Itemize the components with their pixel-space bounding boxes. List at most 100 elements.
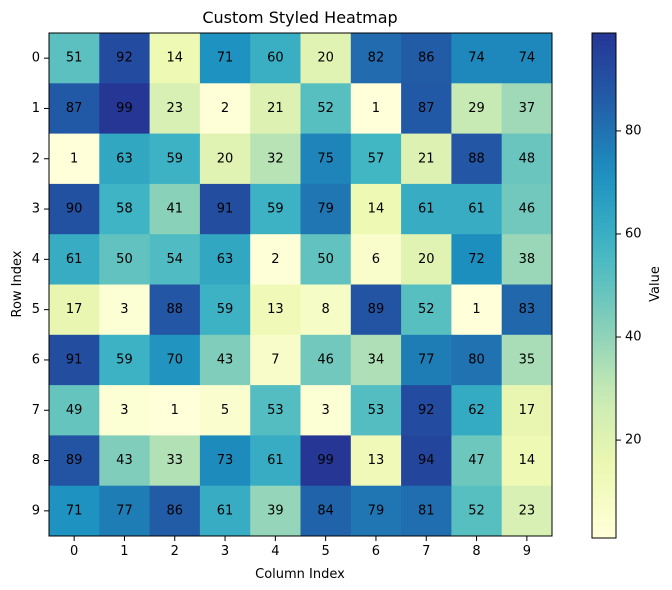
heatmap-cell: [401, 234, 452, 285]
heatmap-cell: [199, 183, 251, 235]
cell-value-label: 92: [418, 403, 435, 418]
heatmap-cell: [250, 183, 301, 235]
heatmap-cell: [99, 485, 151, 537]
heatmap-cell: [99, 334, 151, 386]
x-tick-label: 0: [70, 544, 78, 559]
heatmap-cell: [401, 284, 452, 336]
cell-value-label: 13: [368, 453, 385, 468]
cell-value-label: 14: [166, 51, 183, 66]
cell-value-label: 81: [418, 503, 435, 518]
cell-value-label: 50: [116, 252, 133, 267]
heatmap-cell: [451, 435, 503, 487]
cell-value-label: 2: [221, 101, 229, 116]
heatmap-cell: [49, 334, 100, 386]
y-tick-label: 6: [32, 352, 40, 367]
y-tick-label: 3: [32, 202, 40, 217]
heatmap-cell: [501, 385, 553, 436]
heatmap-cell: [300, 234, 352, 285]
x-tick-label: 3: [221, 544, 229, 559]
heatmap-cell: [300, 385, 352, 436]
cell-value-label: 72: [468, 252, 485, 267]
x-axis-label: Column Index: [255, 567, 345, 582]
heatmap-cell: [199, 485, 251, 537]
cell-value-label: 53: [267, 403, 284, 418]
cell-value-label: 74: [519, 51, 536, 66]
colorbar-tick-label: 80: [625, 123, 642, 138]
heatmap-cell: [149, 385, 201, 436]
heatmap-cell: [49, 133, 100, 185]
heatmap-cell: [300, 83, 352, 135]
heatmap-cell: [250, 33, 301, 84]
x-tick-label: 2: [171, 544, 179, 559]
heatmap-cell: [99, 133, 151, 185]
heatmap-cell: [350, 435, 402, 487]
heatmap-cell: [300, 33, 352, 84]
cell-value-label: 57: [368, 151, 385, 166]
cell-value-label: 1: [70, 151, 78, 166]
cell-value-label: 63: [217, 252, 234, 267]
cell-value-label: 41: [166, 202, 183, 217]
cell-value-label: 46: [519, 202, 536, 217]
heatmap-cell: [99, 234, 151, 285]
heatmap-cell: [149, 234, 201, 285]
heatmap-cell: [300, 183, 352, 235]
cell-value-label: 84: [317, 503, 334, 518]
x-tick-label: 1: [120, 544, 128, 559]
cell-value-label: 87: [66, 101, 83, 116]
cell-value-label: 92: [116, 51, 133, 66]
heatmap-cell: [149, 133, 201, 185]
cell-value-label: 91: [66, 352, 83, 367]
heatmap-cell: [501, 234, 553, 285]
cell-value-label: 6: [372, 252, 380, 267]
heatmap-cell: [401, 183, 452, 235]
heatmap-cell: [149, 183, 201, 235]
cell-value-label: 75: [317, 151, 334, 166]
heatmap-cell: [199, 234, 251, 285]
cell-value-label: 52: [468, 503, 485, 518]
colorbar: [592, 33, 616, 538]
cell-value-label: 79: [368, 503, 385, 518]
y-axis-ticks: 0 1 2 3 4 5 6 7 8 9: [32, 51, 49, 518]
y-tick-label: 4: [32, 252, 40, 267]
cell-value-label: 39: [267, 503, 284, 518]
colorbar-ticks: 20 40 60 80: [616, 123, 642, 448]
x-tick-label: 8: [472, 544, 480, 559]
heatmap-cell: [501, 133, 553, 185]
cell-value-label: 82: [368, 51, 385, 66]
heatmap-cell: [401, 83, 452, 135]
y-tick-label: 1: [32, 101, 40, 116]
heatmap-cell: [401, 133, 452, 185]
cell-value-label: 86: [166, 503, 183, 518]
heatmap-cell: [199, 334, 251, 386]
heatmap-cell: [250, 334, 301, 386]
heatmap-cell: [149, 83, 201, 135]
y-tick-label: 0: [32, 51, 40, 66]
cell-value-label: 89: [368, 302, 385, 317]
cell-value-label: 23: [519, 503, 536, 518]
cell-value-label: 33: [166, 453, 183, 468]
cell-value-label: 3: [322, 403, 330, 418]
heatmap-cell: [199, 385, 251, 436]
cell-value-label: 52: [418, 302, 435, 317]
cell-value-label: 21: [267, 101, 284, 116]
heatmap-cell: [49, 485, 100, 537]
cell-value-label: 54: [166, 252, 183, 267]
y-tick-label: 7: [32, 403, 40, 418]
cell-value-label: 21: [418, 151, 435, 166]
y-tick-label: 8: [32, 453, 40, 468]
cell-value-label: 86: [418, 51, 435, 66]
cell-value-label: 59: [166, 151, 183, 166]
cell-value-label: 58: [116, 202, 133, 217]
colorbar-tick-label: 60: [625, 226, 642, 241]
cell-value-label: 87: [418, 101, 435, 116]
cell-value-label: 94: [418, 453, 435, 468]
cell-value-label: 61: [217, 503, 234, 518]
cell-value-label: 79: [317, 202, 334, 217]
heatmap-cell: [49, 435, 100, 487]
x-tick-label: 4: [271, 544, 279, 559]
heatmap-cell: [451, 83, 503, 135]
heatmap-cell: [49, 33, 100, 84]
cell-value-label: 1: [472, 302, 480, 317]
heatmap-cell: [451, 334, 503, 386]
